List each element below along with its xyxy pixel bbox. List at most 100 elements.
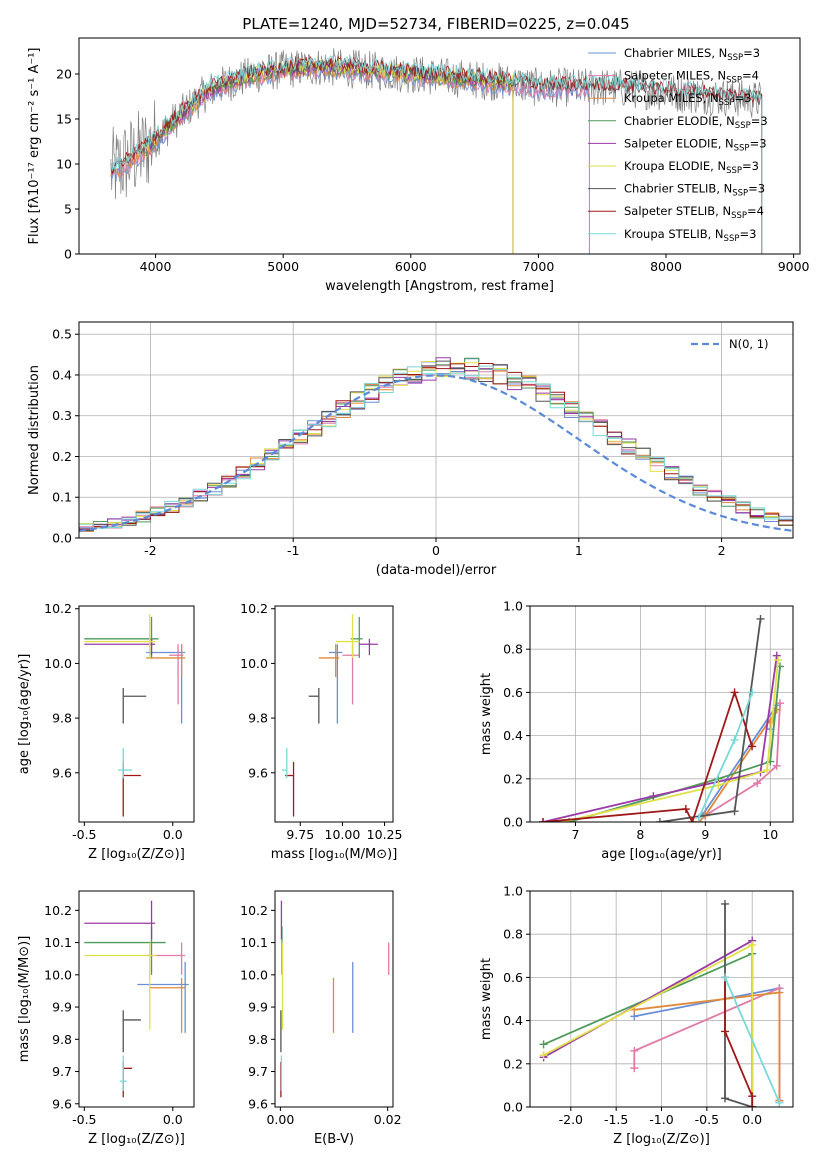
x-tick-label: -1.5	[604, 1112, 628, 1127]
mass-weight-line	[543, 943, 754, 1107]
y-tick-label: 10.2	[44, 903, 72, 918]
mass-weight-marker	[694, 813, 703, 822]
legend-label: Kroupa ELODIE, NSSP=3	[624, 159, 759, 176]
y-tick-label: 0.6	[503, 685, 523, 700]
x-tick-label: 0.0	[742, 1112, 762, 1127]
mass-weight-marker	[720, 899, 729, 908]
legend-label: Salpeter MILES, NSSP=4	[624, 69, 759, 86]
x-tick-label: 8	[636, 827, 644, 842]
y-tick-label: 0	[64, 247, 72, 262]
x-tick-label: -2.0	[559, 1112, 583, 1127]
y-tick-label: 9.6	[52, 765, 72, 780]
mass-weight-marker	[753, 779, 762, 788]
y-tick-label: 0.2	[503, 771, 523, 786]
x-axis-label: mass [log₁₀(M/M⊙)]	[271, 847, 398, 862]
mass-age-panel: 9.75 10.00 10.25 9.6 9.8 10.0 10.2 mass [log₁₀(…	[240, 601, 402, 862]
mass-weight-marker	[748, 1103, 757, 1107]
x-axis-label: Z [log₁₀(Z/Z⊙)]	[613, 1132, 710, 1147]
y-tick-label: 10.2	[240, 601, 268, 616]
y-axis-label: Normed distribution	[27, 365, 42, 495]
spectrum-plot-area	[110, 48, 763, 254]
y-tick-label: 9.8	[52, 711, 72, 726]
x-tick-label: 0.0	[163, 827, 183, 842]
x-tick-label: 7000	[522, 259, 554, 274]
mass-weight-marker	[681, 805, 690, 814]
legend-label: Chabrier MILES, NSSP=3	[624, 46, 760, 63]
mass-weight-marker	[688, 818, 697, 822]
mass-weight-marker	[775, 988, 784, 997]
y-tick-label: 9.8	[52, 1032, 72, 1047]
y-tick-label: 1.0	[503, 599, 523, 614]
mass-weight-line	[704, 703, 781, 817]
mass-weight-marker	[772, 761, 781, 770]
axes-frame	[78, 890, 195, 1108]
residual-histogram	[79, 363, 793, 530]
x-tick-label: -1	[287, 543, 299, 558]
x-tick-label: 1	[575, 543, 583, 558]
y-tick-label: 0.0	[52, 531, 72, 546]
legend-label: Salpeter STELIB, NSSP=4	[624, 204, 764, 221]
y-tick-label: 9.6	[52, 1096, 72, 1111]
Z-weight-plot-area	[539, 899, 784, 1107]
axes-frame	[529, 890, 794, 1108]
Z-mass-panel: -0.5 0.0 9.6 9.7 9.8 9.9 10.0 10.1 10.2 Z [log₁₀(…	[17, 890, 195, 1147]
model-spectrum-line	[110, 54, 763, 254]
mass-weight-marker	[763, 766, 772, 775]
y-tick-label: 10.0	[240, 656, 268, 671]
age-weight-plot-area	[538, 614, 785, 822]
EBV-mass-plot-area	[280, 900, 390, 1098]
x-axis-label: age [log₁₀(age/yr)]	[601, 847, 722, 862]
mass-weight-marker	[748, 1092, 757, 1101]
model-spectrum-line	[142, 58, 514, 254]
model-spectrum-line	[110, 63, 514, 254]
axes-frame	[274, 890, 394, 1108]
mass-weight-marker	[630, 1064, 639, 1073]
y-tick-label: 0.4	[503, 1013, 523, 1028]
x-axis-label: Z [log₁₀(Z/Z⊙)]	[88, 1132, 185, 1147]
mass-weight-marker	[756, 614, 765, 623]
y-tick-label: 0.4	[52, 367, 72, 382]
y-tick-label: 10.0	[44, 967, 72, 982]
x-axis-label: wavelength [Angstrom, rest frame]	[325, 279, 554, 294]
x-tick-label: 10	[762, 827, 778, 842]
mass-weight-marker	[774, 656, 783, 664]
x-tick-label: 0	[432, 543, 440, 558]
x-tick-label: 10.25	[367, 827, 403, 842]
mass-weight-marker	[539, 1040, 548, 1049]
y-tick-label: 0.6	[503, 970, 523, 985]
mass-weight-marker	[775, 1098, 784, 1107]
y-tick-label: 0.0	[503, 1100, 523, 1115]
age-weight-panel: 7 8 9 10 0.0 0.2 0.4 0.6 0.8 1.0 age [log₁₀(age/yr…	[479, 599, 794, 862]
model-spectrum-line	[110, 57, 763, 254]
y-tick-label: 9.6	[248, 1096, 268, 1111]
y-tick-label: 10.0	[240, 967, 268, 982]
x-tick-label: 7	[571, 827, 579, 842]
y-tick-label: 9.9	[52, 1000, 72, 1015]
mass-weight-line	[542, 655, 778, 822]
y-tick-label: 9.6	[248, 765, 268, 780]
y-tick-label: 9.9	[248, 1000, 268, 1015]
x-tick-label: 0.0	[163, 1112, 183, 1127]
axes-frame	[529, 605, 794, 823]
mass-weight-line	[724, 977, 781, 1104]
mass-weight-line	[568, 666, 781, 822]
mass-age-plot-area	[281, 614, 378, 817]
x-tick-label: 4000	[140, 259, 172, 274]
mass-weight-marker	[776, 699, 785, 708]
x-tick-label: 9	[701, 827, 709, 842]
gaussian-curve	[79, 374, 793, 532]
x-tick-label: 9000	[778, 259, 810, 274]
y-tick-label: 9.8	[248, 1032, 268, 1047]
x-tick-label: -2	[144, 543, 156, 558]
mass-weight-line	[542, 689, 753, 822]
mass-weight-marker	[748, 941, 757, 949]
x-tick-label: 0.00	[266, 1112, 294, 1127]
mass-weight-line	[543, 939, 754, 1107]
mass-weight-marker	[748, 742, 757, 751]
x-tick-label: -1.0	[649, 1112, 673, 1127]
mass-weight-marker	[539, 1051, 548, 1060]
x-tick-label: 6000	[395, 259, 427, 274]
y-axis-label: age [log₁₀(age/yr)]	[17, 654, 32, 775]
mass-weight-marker	[730, 688, 739, 697]
